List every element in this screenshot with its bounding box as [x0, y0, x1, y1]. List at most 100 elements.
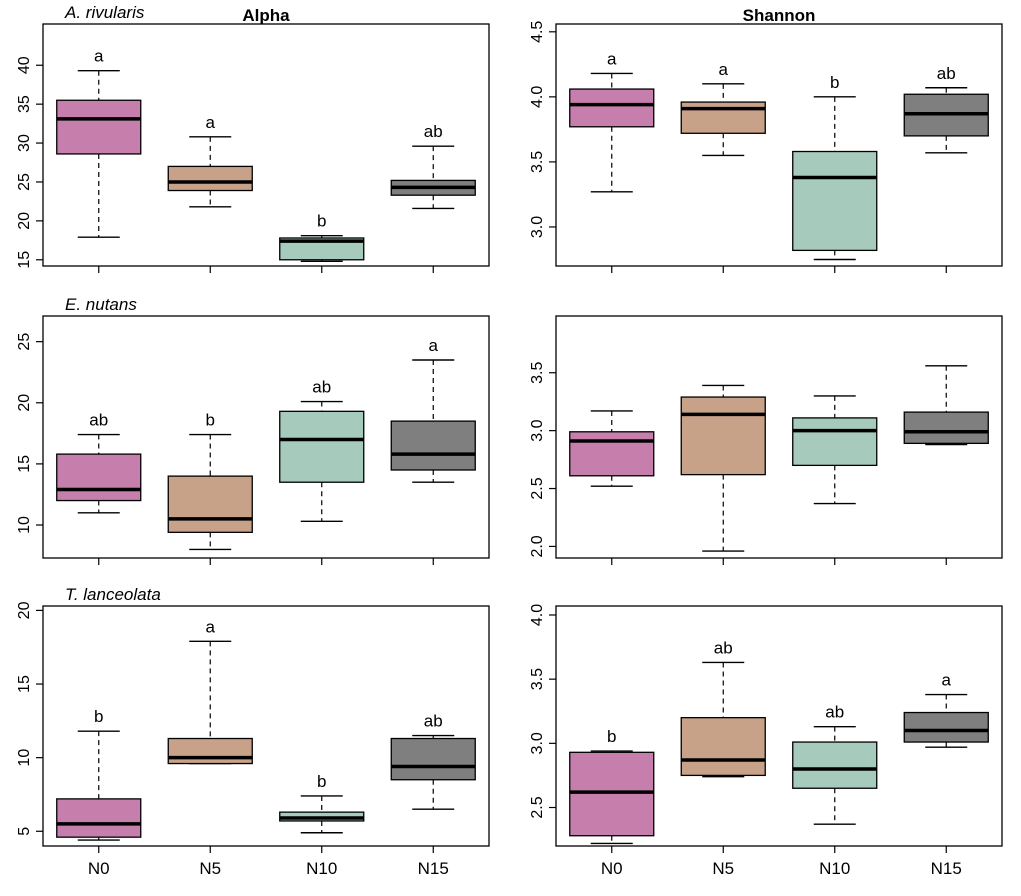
- x-tick-label: N10: [306, 859, 337, 878]
- plot-frame: [555, 23, 1003, 267]
- plot-frame: [555, 605, 1003, 847]
- box-n0: ab: [56, 411, 142, 514]
- iqr-box: [390, 737, 476, 781]
- box-n15: a: [390, 336, 476, 483]
- x-tick-label: N10: [819, 859, 850, 878]
- box-n5: a: [167, 113, 253, 208]
- box-n10: b: [279, 212, 365, 263]
- significance-letter: a: [607, 49, 617, 68]
- x-tick-label: N15: [418, 859, 449, 878]
- box-n0: [569, 410, 655, 487]
- iqr-box: [680, 717, 766, 777]
- significance-letter: ab: [825, 703, 844, 722]
- significance-letter: ab: [714, 638, 733, 657]
- header-shannon: Shannon: [743, 6, 816, 25]
- significance-letter: ab: [312, 378, 331, 397]
- box-n10: b: [279, 772, 365, 834]
- box-n15: ab: [903, 64, 989, 154]
- y-tick-label: 3.5: [529, 668, 546, 690]
- significance-letter: ab: [424, 712, 443, 731]
- significance-letter: b: [830, 73, 839, 92]
- box-n0: a: [569, 49, 655, 193]
- x-tick-label: N5: [712, 859, 734, 878]
- iqr-box: [903, 411, 989, 445]
- y-tick-label: 2.0: [529, 535, 546, 557]
- y-tick-label: 3.5: [529, 362, 546, 384]
- box-n5: [680, 384, 766, 552]
- x-tick-label: N0: [601, 859, 623, 878]
- significance-letter: a: [429, 336, 439, 355]
- y-tick-label: 15: [16, 675, 33, 693]
- iqr-box: [56, 99, 142, 155]
- header-alpha: Alpha: [242, 6, 290, 25]
- y-tick-label: 10: [16, 749, 33, 767]
- box-n5: b: [167, 411, 253, 551]
- significance-letter: a: [206, 617, 216, 636]
- plot-frame: [555, 315, 1003, 559]
- y-tick-label: 15: [16, 251, 33, 269]
- y-tick-label: 2.5: [529, 796, 546, 818]
- significance-letter: b: [317, 772, 326, 791]
- iqr-box: [279, 237, 365, 261]
- panel-shannon-en: 2.0 2.5 3.0 3.5: [529, 315, 1003, 565]
- panel-title: T. lanceolata: [65, 585, 161, 604]
- y-tick-label: 20: [16, 601, 33, 619]
- significance-letter: a: [206, 113, 216, 132]
- box-n5: a: [167, 617, 253, 765]
- y-tick-label: 5: [16, 827, 33, 836]
- significance-letter: b: [206, 411, 215, 430]
- iqr-box: [903, 711, 989, 743]
- significance-letter: a: [94, 47, 104, 66]
- y-tick-label: 4.0: [529, 604, 546, 626]
- box-n5: a: [680, 60, 766, 157]
- y-tick-label: 2.5: [529, 477, 546, 499]
- iqr-box: [792, 150, 878, 252]
- box-n15: ab: [390, 122, 476, 210]
- y-tick-label: 3.0: [529, 216, 546, 238]
- significance-letter: b: [94, 707, 103, 726]
- y-tick-label: 25: [16, 173, 33, 191]
- y-tick-label: 15: [16, 455, 33, 473]
- plot-frame: [42, 23, 490, 267]
- box-n15: a: [903, 671, 989, 748]
- iqr-box: [167, 165, 253, 192]
- x-tick-label: N0: [88, 859, 110, 878]
- significance-letter: ab: [424, 122, 443, 141]
- box-n10: ab: [792, 703, 878, 825]
- y-tick-label: 25: [16, 333, 33, 351]
- iqr-box: [792, 417, 878, 467]
- iqr-box: [792, 741, 878, 789]
- box-n5: ab: [680, 638, 766, 778]
- box-n15: [903, 365, 989, 446]
- box-n10: ab: [279, 378, 365, 523]
- significance-letter: b: [607, 727, 616, 746]
- panel-title: A. rivularis: [64, 3, 145, 22]
- plot-frame: [42, 315, 490, 559]
- significance-letter: a: [942, 671, 952, 690]
- iqr-box: [167, 737, 253, 765]
- y-tick-label: 40: [16, 56, 33, 74]
- y-tick-label: 3.0: [529, 732, 546, 754]
- x-tick-label: N5: [199, 859, 221, 878]
- iqr-box: [680, 396, 766, 476]
- iqr-box: [56, 453, 142, 502]
- y-tick-label: 4.0: [529, 86, 546, 108]
- box-n0: a: [56, 47, 142, 238]
- y-tick-label: 4.5: [529, 21, 546, 43]
- iqr-box: [167, 475, 253, 533]
- iqr-box: [279, 410, 365, 483]
- plot-frame: [42, 605, 490, 847]
- panel-shannon-tl: 2.5 3.0 3.5 4.0 N0 N5 N10 N15 b ab ab a: [529, 604, 1003, 878]
- iqr-box: [390, 420, 476, 471]
- y-tick-label: 20: [16, 394, 33, 412]
- box-n15: ab: [390, 712, 476, 810]
- iqr-box: [569, 431, 655, 477]
- iqr-box: [569, 751, 655, 837]
- significance-letter: b: [317, 212, 326, 231]
- significance-letter: ab: [89, 411, 108, 430]
- y-tick-label: 35: [16, 95, 33, 113]
- panel-title: E. nutans: [65, 295, 137, 314]
